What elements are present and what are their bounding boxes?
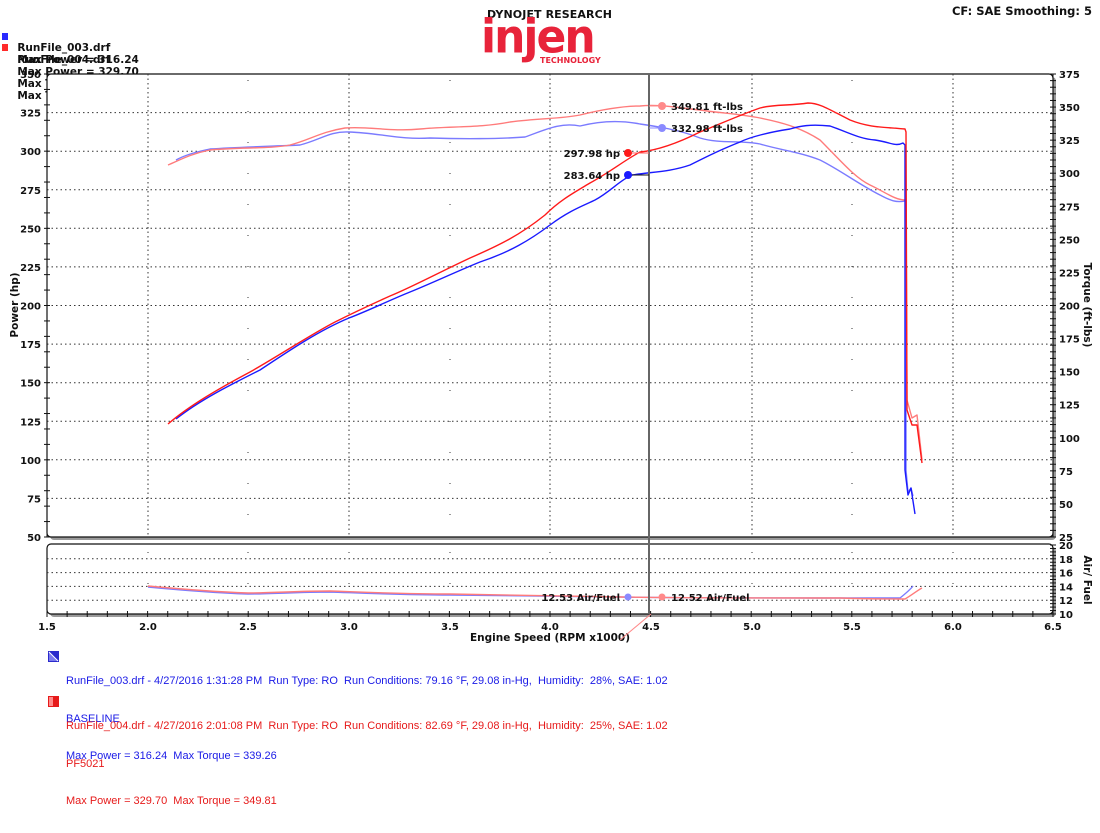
svg-text:4.5: 4.5 bbox=[642, 622, 660, 633]
power-red-marker-icon bbox=[624, 149, 632, 157]
dyno-chart: 350 325 300 275 250 225 200 175 150 125 … bbox=[9, 70, 1093, 644]
svg-text:275: 275 bbox=[1059, 202, 1080, 213]
svg-text:3.5: 3.5 bbox=[441, 622, 459, 633]
logo-dynojet-text: DYNOJET RESEARCH bbox=[487, 8, 613, 21]
svg-text:6.5: 6.5 bbox=[1044, 622, 1062, 633]
svg-text:2.0: 2.0 bbox=[139, 622, 157, 633]
svg-text:12.53 Air/Fuel: 12.53 Air/Fuel bbox=[541, 593, 620, 604]
svg-text:200: 200 bbox=[1059, 302, 1080, 313]
legend-run-004-details: RunFile_004.drf - 4/27/2016 2:01:08 PM R… bbox=[66, 720, 668, 732]
svg-text:332.98 ft-lbs: 332.98 ft-lbs bbox=[671, 124, 743, 135]
torque-blue-marker-icon bbox=[658, 124, 666, 132]
main-plot-frame bbox=[46, 73, 1056, 540]
svg-text:350: 350 bbox=[1059, 103, 1080, 114]
svg-text:6.0: 6.0 bbox=[944, 622, 962, 633]
svg-text:325: 325 bbox=[1059, 136, 1080, 147]
torque-axis-title: Torque (ft-lbs) bbox=[1081, 263, 1093, 348]
afr-axis-title: Air/ Fuel bbox=[1081, 555, 1093, 604]
svg-text:50: 50 bbox=[27, 533, 41, 544]
logo-technology-text: TECHNOLOGY bbox=[540, 56, 601, 65]
x-axis-title: Engine Speed (RPM x1000) bbox=[470, 632, 630, 644]
main-grid bbox=[47, 74, 1053, 601]
svg-text:12: 12 bbox=[1059, 596, 1073, 607]
svg-text:14: 14 bbox=[1059, 582, 1073, 593]
svg-text:50: 50 bbox=[1059, 500, 1073, 511]
torque-axis-labels: 375 350 325 300 275 250 225 200 175 150 … bbox=[1059, 70, 1080, 544]
run-003-swatch-icon bbox=[2, 33, 8, 40]
rpm-cursor[interactable] bbox=[619, 74, 652, 641]
svg-text:75: 75 bbox=[1059, 467, 1073, 478]
svg-text:283.64 hp: 283.64 hp bbox=[564, 171, 620, 182]
svg-text:150: 150 bbox=[1059, 368, 1080, 379]
svg-text:275: 275 bbox=[20, 186, 41, 197]
afr-plot-frame bbox=[46, 543, 1056, 617]
run-003-legend-icon bbox=[48, 651, 59, 662]
torque-red-marker-icon bbox=[658, 102, 666, 110]
torque-curve-run-004 bbox=[167, 104, 923, 461]
svg-text:297.98 hp: 297.98 hp bbox=[564, 149, 620, 160]
svg-text:225: 225 bbox=[20, 263, 41, 274]
svg-text:4.0: 4.0 bbox=[541, 622, 559, 633]
legend-run-004-max: Max Power = 329.70 Max Torque = 349.81 bbox=[66, 795, 277, 807]
svg-text:200: 200 bbox=[20, 302, 41, 313]
svg-text:18: 18 bbox=[1059, 555, 1073, 566]
svg-text:300: 300 bbox=[1059, 169, 1080, 180]
svg-text:350: 350 bbox=[20, 70, 41, 81]
svg-text:10: 10 bbox=[1059, 610, 1073, 621]
svg-text:325: 325 bbox=[20, 109, 41, 120]
afr-axis-labels: 20 18 16 14 12 10 bbox=[1059, 541, 1073, 621]
x-axis-labels: 1.5 2.0 2.5 3.0 3.5 4.0 4.5 5.0 5.5 6.0 … bbox=[38, 622, 1062, 633]
header-run-003-power: Max Power = 316.24 bbox=[17, 54, 139, 66]
run-004-swatch-icon bbox=[2, 44, 8, 51]
svg-text:100: 100 bbox=[1059, 434, 1080, 445]
power-blue-marker-icon bbox=[624, 171, 632, 179]
svg-text:25: 25 bbox=[1059, 533, 1073, 544]
svg-text:16: 16 bbox=[1059, 569, 1073, 580]
svg-text:12.52 Air/Fuel: 12.52 Air/Fuel bbox=[671, 593, 750, 604]
svg-text:300: 300 bbox=[20, 147, 41, 158]
header-run-004-file: RunFile_004.drf bbox=[17, 54, 111, 66]
svg-text:375: 375 bbox=[1059, 70, 1080, 81]
power-axis-labels: 350 325 300 275 250 225 200 175 150 125 … bbox=[20, 70, 41, 544]
svg-text:349.81 ft-lbs: 349.81 ft-lbs bbox=[671, 102, 743, 113]
svg-text:20: 20 bbox=[1059, 541, 1073, 552]
svg-text:225: 225 bbox=[1059, 268, 1080, 279]
svg-text:175: 175 bbox=[1059, 335, 1080, 346]
svg-text:3.0: 3.0 bbox=[340, 622, 358, 633]
svg-text:2.5: 2.5 bbox=[239, 622, 257, 633]
svg-text:125: 125 bbox=[20, 417, 41, 428]
power-curve-run-004 bbox=[167, 102, 923, 464]
svg-text:5.0: 5.0 bbox=[743, 622, 761, 633]
svg-text:250: 250 bbox=[20, 224, 41, 235]
legend-run-003-details: RunFile_003.drf - 4/27/2016 1:31:28 PM R… bbox=[66, 675, 668, 687]
legend-run-004-name: PF5021 bbox=[66, 757, 105, 770]
svg-text:5.5: 5.5 bbox=[843, 622, 861, 633]
cursor-markers: 349.81 ft-lbs 332.98 ft-lbs 297.98 hp 28… bbox=[541, 102, 750, 604]
svg-text:125: 125 bbox=[1059, 401, 1080, 412]
svg-text:100: 100 bbox=[20, 456, 41, 467]
afr-red-marker-icon bbox=[658, 593, 666, 601]
run-004-legend-icon bbox=[48, 696, 59, 707]
injen-logo: injen bbox=[481, 10, 596, 65]
header-run-003-file: RunFile_003.drf bbox=[17, 42, 111, 54]
power-curve-run-003 bbox=[175, 124, 916, 515]
afr-blue-marker-icon bbox=[624, 593, 632, 601]
legend-run-003-name: BASELINE bbox=[66, 712, 120, 725]
afr-curve-run-004 bbox=[147, 585, 923, 600]
svg-text:250: 250 bbox=[1059, 235, 1080, 246]
svg-text:1.5: 1.5 bbox=[38, 622, 56, 633]
power-axis-title: Power (hp) bbox=[9, 272, 21, 337]
svg-text:75: 75 bbox=[27, 494, 41, 505]
settings-text: CF: SAE Smoothing: 5 bbox=[951, 4, 1092, 18]
svg-text:150: 150 bbox=[20, 379, 41, 390]
svg-text:175: 175 bbox=[20, 340, 41, 351]
torque-curve-run-003 bbox=[175, 120, 914, 497]
